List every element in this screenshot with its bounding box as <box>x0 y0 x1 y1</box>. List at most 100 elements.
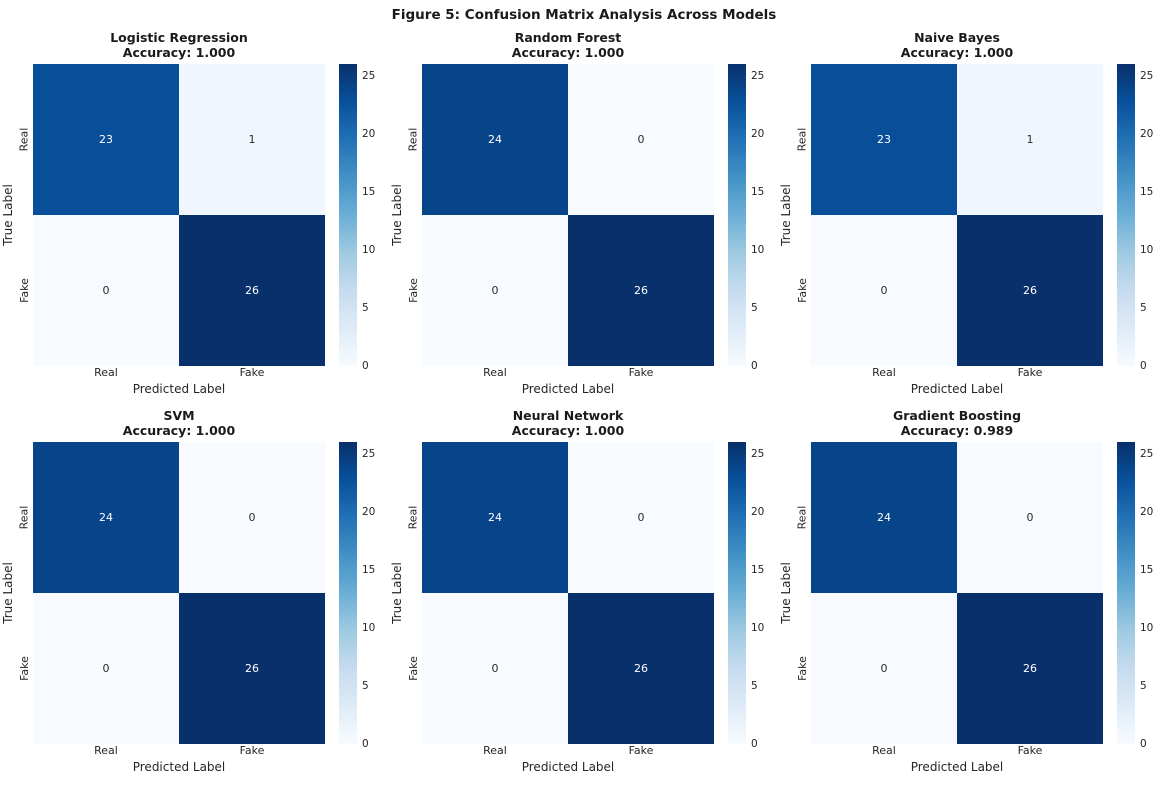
colorbar-tick-label: 0 <box>362 360 369 372</box>
colorbar-gradient <box>339 442 357 744</box>
subplot-logistic-regression: Logistic Regression Accuracy: 1.000 True… <box>0 28 389 406</box>
x-axis-label: Predicted Label <box>132 760 226 774</box>
subplot-title: Naive Bayes <box>914 30 1000 45</box>
colorbar-tick-label: 20 <box>751 127 765 140</box>
x-axis-label: Predicted Label <box>521 382 615 396</box>
subplot-naive-bayes: Naive Bayes Accuracy: 1.000 True Label R… <box>778 28 1167 406</box>
subplot-title: Random Forest <box>514 30 622 45</box>
colorbar: 0 5 10 15 20 25 <box>357 442 389 750</box>
y-tick-label: Real <box>795 127 809 152</box>
y-tick-labels: Real Fake <box>404 64 422 366</box>
colorbar-tick-label: 25 <box>751 447 765 460</box>
colorbar-tick-label: 20 <box>751 505 765 518</box>
matrix-cell: 1 <box>179 64 325 215</box>
matrix-cell: 26 <box>568 215 714 366</box>
colorbar-tick-label: 20 <box>362 505 376 518</box>
y-tick-label: Real <box>406 127 420 152</box>
x-tick-labels: Real Fake <box>33 366 325 382</box>
x-tick-label: Real <box>872 366 896 379</box>
colorbar-tick-label: 20 <box>1140 127 1154 140</box>
matrix-cell-value: 0 <box>248 511 256 524</box>
matrix-cell-value: 0 <box>880 284 888 297</box>
subplot-gradient-boosting: Gradient Boosting Accuracy: 0.989 True L… <box>778 406 1167 784</box>
x-tick-label: Fake <box>239 744 265 757</box>
matrix-cell-value: 26 <box>634 284 648 297</box>
y-tick-label: Real <box>17 505 31 530</box>
colorbar-tick-label: 20 <box>362 127 376 140</box>
y-axis-label: True Label <box>389 184 404 246</box>
matrix-cell-value: 26 <box>245 284 259 297</box>
matrix-cell-value: 23 <box>99 133 113 146</box>
subplot-svm: SVM Accuracy: 1.000 True Label Real Fake … <box>0 406 389 784</box>
subplot-grid: Logistic Regression Accuracy: 1.000 True… <box>0 28 1168 784</box>
colorbar-tick-label: 10 <box>1140 243 1154 256</box>
colorbar-tick-label: 25 <box>362 447 376 460</box>
matrix-cell-value: 0 <box>102 662 110 675</box>
matrix-cell: 26 <box>568 593 714 744</box>
matrix-cell-value: 26 <box>245 662 259 675</box>
y-tick-label: Real <box>795 505 809 530</box>
y-tick-labels: Real Fake <box>404 442 422 744</box>
matrix-cell: 0 <box>957 442 1103 593</box>
colorbar: 0 5 10 15 20 25 <box>357 64 389 372</box>
x-tick-label: Fake <box>1017 744 1043 757</box>
matrix-cell-value: 26 <box>634 662 648 675</box>
subplot-accuracy: Accuracy: 1.000 <box>122 45 236 61</box>
y-tick-label: Fake <box>795 278 809 303</box>
y-axis-label: True Label <box>0 184 15 246</box>
colorbar-tick-label: 5 <box>751 679 758 692</box>
x-axis-label: Predicted Label <box>910 760 1004 774</box>
subplot-title: Gradient Boosting <box>892 408 1022 423</box>
x-tick-label: Real <box>483 744 507 757</box>
colorbar-tick-label: 10 <box>751 243 765 256</box>
y-tick-label: Fake <box>406 656 420 681</box>
colorbar-tick-label: 10 <box>751 621 765 634</box>
subplot-accuracy: Accuracy: 1.000 <box>511 45 625 61</box>
matrix-cell: 24 <box>422 442 568 593</box>
colorbar-gradient <box>1117 64 1135 366</box>
matrix-cell: 23 <box>33 64 179 215</box>
matrix-cell: 0 <box>33 593 179 744</box>
confusion-matrix-heatmap: 24 0 0 26 <box>422 64 714 366</box>
matrix-cell: 24 <box>422 64 568 215</box>
colorbar-tick-label: 10 <box>362 243 376 256</box>
matrix-cell: 0 <box>568 442 714 593</box>
matrix-cell: 24 <box>811 442 957 593</box>
subplot-accuracy: Accuracy: 1.000 <box>511 423 625 439</box>
y-tick-label: Fake <box>406 278 420 303</box>
matrix-cell-value: 0 <box>880 662 888 675</box>
confusion-matrix-heatmap: 24 0 0 26 <box>33 442 325 744</box>
confusion-matrix-heatmap: 24 0 0 26 <box>422 442 714 744</box>
matrix-cell: 26 <box>179 215 325 366</box>
x-axis-label: Predicted Label <box>910 382 1004 396</box>
x-tick-label: Real <box>94 366 118 379</box>
x-tick-labels: Real Fake <box>811 744 1103 760</box>
matrix-cell: 0 <box>422 593 568 744</box>
x-tick-labels: Real Fake <box>811 366 1103 382</box>
y-tick-labels: Real Fake <box>15 442 33 744</box>
colorbar-tick-label: 25 <box>1140 69 1154 82</box>
subplot-title: SVM <box>163 408 195 423</box>
y-tick-label: Real <box>17 127 31 152</box>
matrix-cell-value: 0 <box>491 284 499 297</box>
y-tick-label: Fake <box>17 656 31 681</box>
y-axis-label: True Label <box>389 562 404 624</box>
y-tick-label: Fake <box>17 278 31 303</box>
y-axis-label: True Label <box>778 562 793 624</box>
colorbar-tick-label: 15 <box>362 563 376 576</box>
matrix-cell-value: 24 <box>488 133 502 146</box>
confusion-matrix-heatmap: 24 0 0 26 <box>811 442 1103 744</box>
matrix-cell-value: 0 <box>491 662 499 675</box>
x-tick-labels: Real Fake <box>33 744 325 760</box>
confusion-matrix-heatmap: 23 1 0 26 <box>33 64 325 366</box>
y-tick-label: Real <box>406 505 420 530</box>
colorbar-tick-label: 5 <box>1140 679 1147 692</box>
colorbar-gradient <box>728 64 746 366</box>
y-tick-labels: Real Fake <box>15 64 33 366</box>
colorbar-tick-label: 25 <box>751 69 765 82</box>
x-tick-label: Fake <box>239 366 265 379</box>
x-axis-label: Predicted Label <box>521 760 615 774</box>
x-tick-label: Real <box>483 366 507 379</box>
subplot-random-forest: Random Forest Accuracy: 1.000 True Label… <box>389 28 778 406</box>
